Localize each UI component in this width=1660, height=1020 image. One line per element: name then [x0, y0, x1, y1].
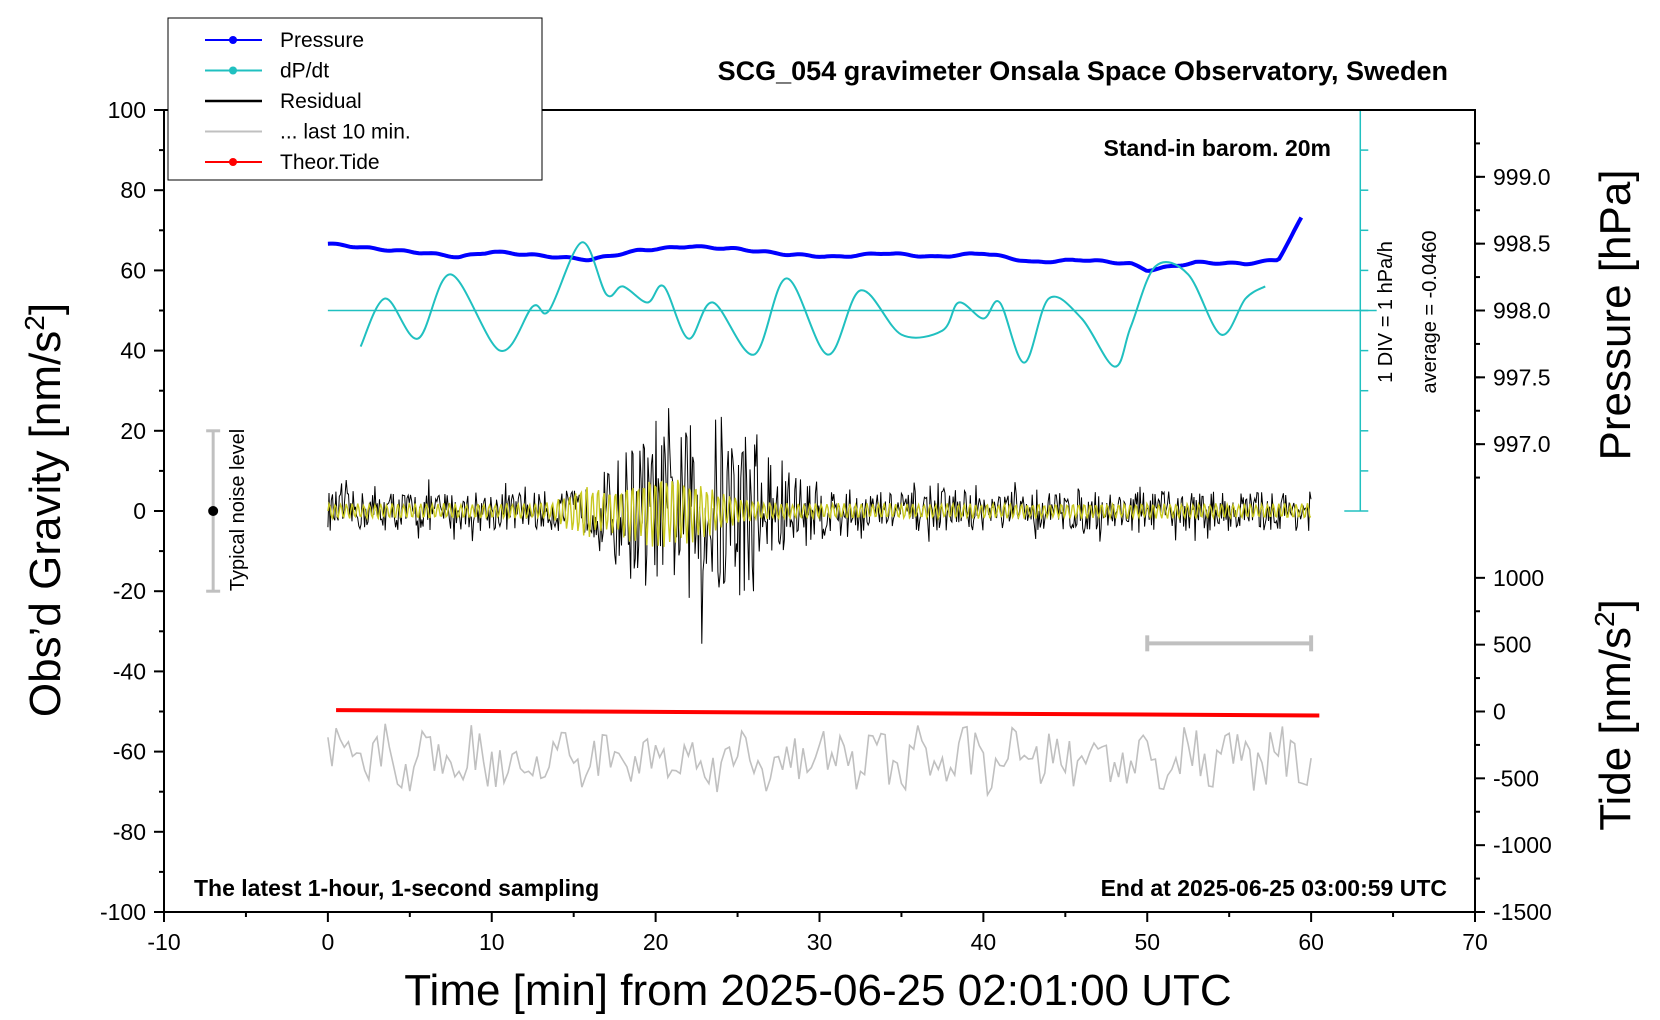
- x-tick-label: -10: [147, 929, 180, 955]
- y-tide-tick-label: -1000: [1493, 832, 1552, 858]
- pressure-line: [327, 216, 1304, 273]
- y-tide-tick-label: -1500: [1493, 899, 1552, 925]
- y-left-tick-label: -20: [113, 578, 146, 604]
- y-left-axis-label-main: Obs’d Gravity [nm/s: [21, 331, 70, 717]
- noise-bar-center: [208, 506, 219, 516]
- scale-div-label: 1 DIV = 1 hPa/h: [1375, 241, 1397, 383]
- y-pressure-tick-label: 999.0: [1493, 164, 1551, 190]
- residual-line: [327, 408, 1312, 644]
- y-tide-axis-label: Tide [nm/s2]: [1589, 599, 1640, 831]
- legend-label: Theor.Tide: [280, 151, 380, 174]
- y-pressure-tick-label: 998.5: [1493, 231, 1551, 257]
- legend-marker: [229, 36, 237, 44]
- x-tick-label: 20: [643, 929, 669, 955]
- y-left-tick-label: 100: [108, 97, 146, 123]
- y-tide-axis-label-sup: 2: [1589, 611, 1620, 627]
- y-pressure-tick-label: 997.5: [1493, 364, 1551, 390]
- x-tick-label: 40: [971, 929, 997, 955]
- y-left-tick-label: 0: [133, 498, 146, 524]
- legend-label: ... last 10 min.: [280, 121, 411, 144]
- end-time-note: End at 2025-06-25 03:00:59 UTC: [1101, 875, 1447, 901]
- y-pressure-tick-label: 998.0: [1493, 298, 1551, 324]
- y-left-tick-label: 40: [120, 338, 146, 364]
- y-left-tick-label: 20: [120, 418, 146, 444]
- average-label: average = -0.0460: [1419, 231, 1441, 394]
- barometer-note: Stand-in barom. 20m: [1104, 135, 1331, 161]
- latest-note: The latest 1-hour, 1-second sampling: [194, 875, 599, 901]
- residual-filtered-line: [327, 479, 1312, 547]
- y-tide-axis-label-main: Tide [nm/s: [1591, 627, 1640, 831]
- y-left-tick-label: 60: [120, 257, 146, 283]
- y-left-axis-label-end: ]: [21, 303, 70, 315]
- x-tick-label: 0: [321, 929, 334, 955]
- chart-title: SCG_054 gravimeter Onsala Space Observat…: [718, 56, 1448, 86]
- x-tick-label: 70: [1462, 929, 1488, 955]
- x-tick-label: 50: [1134, 929, 1160, 955]
- legend-box: [167, 17, 543, 181]
- y-left-axis-label-sup: 2: [19, 315, 50, 331]
- legend-label: Pressure: [280, 29, 364, 52]
- y-tide-tick-label: -500: [1493, 765, 1539, 791]
- y-tide-tick-label: 500: [1493, 632, 1531, 658]
- x-tick-label: 60: [1298, 929, 1324, 955]
- y-pressure-axis-label: Pressure [hPa]: [1591, 169, 1640, 460]
- legend-label: dP/dt: [280, 60, 329, 83]
- y-left-axis-label: Obs’d Gravity [nm/s2]: [19, 303, 70, 717]
- y-left-tick-label: -80: [113, 819, 146, 845]
- x-tick-label: 10: [479, 929, 505, 955]
- legend-label: Residual: [280, 90, 362, 113]
- y-left-tick-label: 80: [120, 177, 146, 203]
- x-tick-label: 30: [807, 929, 833, 955]
- y-tide-axis-label-end: ]: [1591, 599, 1640, 611]
- y-tide-tick-label: 1000: [1493, 565, 1544, 591]
- y-pressure-tick-label: 997.0: [1493, 431, 1551, 457]
- theor-tide-line: [336, 708, 1320, 718]
- y-left-tick-label: -60: [113, 739, 146, 765]
- noise-level-label: Typical noise level: [227, 429, 249, 591]
- y-left-tick-label: -100: [100, 899, 146, 925]
- last-10-min-line: [327, 723, 1312, 798]
- legend-marker: [229, 66, 237, 75]
- legend-marker: [229, 158, 237, 166]
- x-axis-label: Time [min] from 2025-06-25 02:01:00 UTC: [404, 966, 1231, 1015]
- dpdt-line: [359, 241, 1266, 368]
- y-tide-tick-label: 0: [1493, 699, 1506, 725]
- y-left-tick-label: -40: [113, 658, 146, 684]
